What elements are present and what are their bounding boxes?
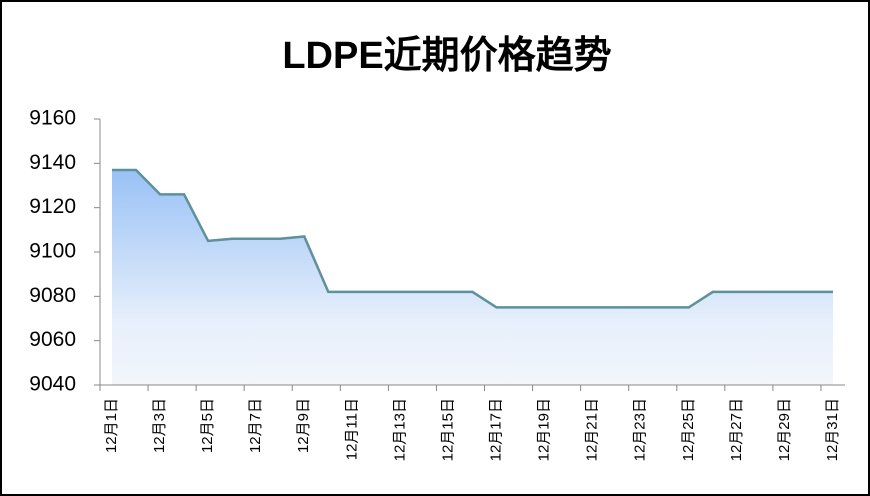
x-tick-label: 12月5日 [199, 398, 216, 453]
x-tick-label: 12月9日 [295, 398, 312, 453]
x-tick-label: 12月29日 [776, 398, 793, 461]
line [112, 168, 833, 309]
y-tick-label: 9060 [29, 328, 76, 351]
x-tick-label: 12月21日 [584, 398, 601, 461]
y-tick-label: 9120 [29, 195, 76, 218]
area [112, 170, 833, 385]
y-tick-label: 9040 [29, 373, 76, 396]
x-tick-label: 12月15日 [439, 398, 456, 461]
x-tick-label: 12月17日 [488, 398, 505, 461]
x-tick-label: 12月11日 [343, 398, 360, 460]
x-tick-label: 12月25日 [680, 398, 697, 461]
x-tick-label: 12月23日 [632, 398, 649, 461]
y-tick-label: 9080 [29, 284, 76, 307]
y-tick-label: 9160 [29, 107, 76, 130]
y-tick-label: 9100 [29, 240, 76, 263]
x-tick-label: 12月27日 [728, 398, 745, 461]
x-tick-label: 12月19日 [536, 398, 553, 461]
chart-title: LDPE近期价格趋势 [282, 35, 611, 77]
y-tick-label: 9140 [29, 151, 76, 174]
x-tick-label: 12月3日 [151, 398, 168, 453]
x-tick-label: 12月31日 [824, 398, 841, 461]
x-tick-label: 12月7日 [247, 398, 264, 453]
x-tick-label: 12月13日 [391, 398, 408, 461]
x-tick-label: 12月1日 [103, 398, 120, 453]
